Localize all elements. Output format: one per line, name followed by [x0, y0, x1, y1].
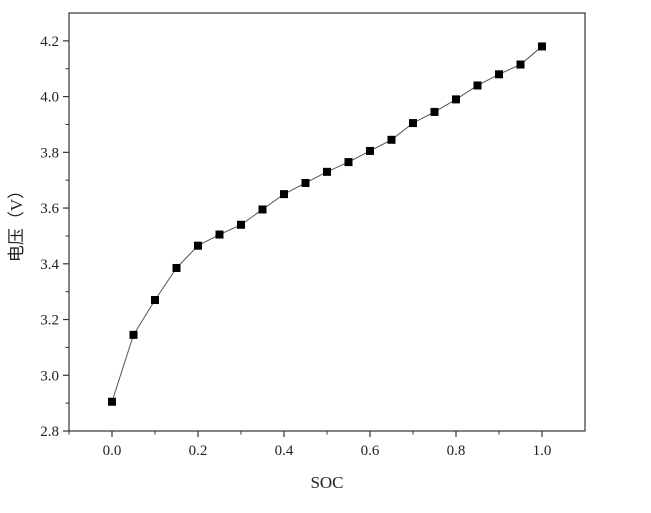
- data-point: [366, 146, 374, 155]
- series-line: [111, 46, 543, 402]
- data-point: [409, 119, 417, 128]
- y-tick-label: 3.8: [40, 145, 59, 161]
- x-axis-title: SOC: [310, 473, 343, 492]
- x-tick-label: 0.4: [275, 443, 294, 459]
- x-tick-label: 0.6: [361, 443, 380, 459]
- y-axis-ticks: [63, 40, 69, 432]
- data-point: [258, 205, 267, 214]
- data-point: [280, 190, 288, 199]
- y-tick-label: 3.4: [40, 257, 59, 273]
- data-point: [151, 296, 159, 305]
- data-point: [495, 70, 503, 79]
- x-axis-tick-labels: 0.0 0.2 0.4 0.6 0.8 1.0: [103, 443, 552, 459]
- y-axis-tick-labels: 2.8 3.0 3.2 3.4 3.6 3.8 4.0 4.2: [40, 34, 59, 440]
- y-tick-label: 4.0: [40, 90, 59, 106]
- data-point: [430, 107, 439, 116]
- y-tick-label: 3.2: [40, 313, 59, 329]
- y-tick-label: 3.6: [40, 201, 59, 217]
- data-point: [129, 330, 138, 339]
- y-tick-label: 4.2: [40, 34, 59, 50]
- series-markers: [108, 42, 546, 406]
- y-tick-label: 3.0: [40, 368, 59, 384]
- x-tick-label: 1.0: [533, 443, 552, 459]
- x-tick-label: 0.0: [103, 443, 122, 459]
- data-point: [538, 42, 546, 51]
- data-point: [387, 135, 396, 144]
- data-point: [301, 178, 310, 187]
- x-tick-label: 0.8: [447, 443, 466, 459]
- y-axis-title: 电压（V）: [7, 182, 26, 262]
- data-point: [194, 241, 202, 250]
- data-point: [473, 81, 482, 90]
- data-point: [215, 230, 224, 239]
- data-point: [108, 397, 116, 406]
- data-point: [344, 158, 353, 167]
- series-lines: [111, 46, 543, 402]
- data-point: [237, 220, 245, 229]
- plot-frame: [68, 12, 586, 432]
- data-point: [323, 167, 331, 176]
- data-point: [516, 60, 525, 69]
- y-tick-label: 2.8: [40, 424, 59, 440]
- data-point: [172, 263, 181, 272]
- x-tick-label: 0.2: [189, 443, 208, 459]
- data-point: [452, 95, 460, 104]
- x-axis-ticks: [68, 431, 543, 437]
